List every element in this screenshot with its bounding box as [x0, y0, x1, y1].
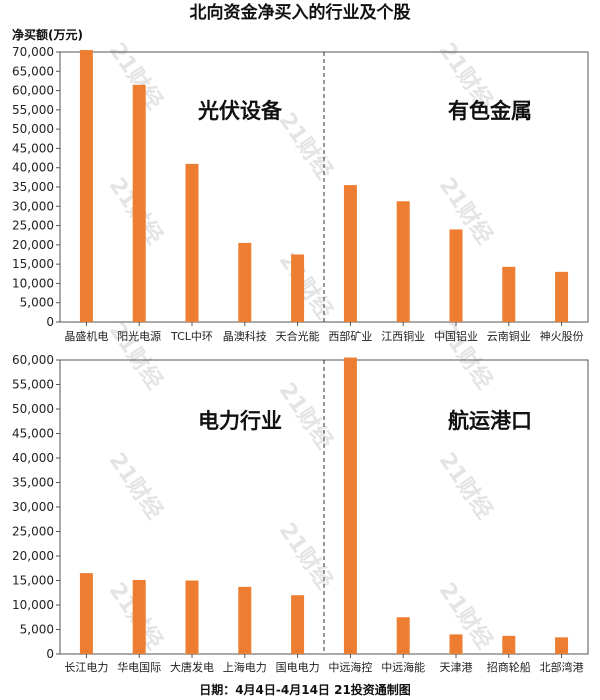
- watermark-text: 21财经: [274, 248, 338, 324]
- x-tick-label: 中国铝业: [434, 329, 478, 343]
- bar: [449, 634, 463, 654]
- watermark-text: 21财经: [274, 108, 338, 184]
- group-label: 航运港口: [448, 409, 532, 433]
- group-label: 光伏设备: [197, 99, 283, 123]
- x-tick-label: 西部矿业: [328, 329, 372, 343]
- y-unit-label: 净买额(万元): [12, 27, 83, 42]
- watermark-text: 21财经: [434, 173, 498, 249]
- bar: [502, 266, 516, 322]
- bar: [185, 163, 199, 322]
- x-tick-label: 上海电力: [223, 660, 267, 674]
- bar: [343, 357, 357, 654]
- y-tick-label: 25,000: [12, 219, 54, 233]
- x-tick-label: 神火股份: [540, 329, 584, 343]
- y-tick-label: 5,000: [20, 296, 54, 310]
- y-tick-label: 40,000: [12, 451, 54, 465]
- group-label: 有色金属: [448, 99, 532, 123]
- x-tick-label: 华电国际: [117, 660, 161, 674]
- y-tick-label: 30,000: [12, 199, 54, 213]
- y-tick-label: 60,000: [12, 84, 54, 98]
- bar: [449, 229, 463, 322]
- group-label: 电力行业: [198, 409, 282, 433]
- bar: [238, 586, 252, 654]
- y-tick-label: 0: [46, 647, 54, 661]
- y-tick-label: 20,000: [12, 238, 54, 252]
- y-tick-label: 10,000: [12, 276, 54, 290]
- x-tick-label: 长江电力: [64, 661, 108, 674]
- y-tick-label: 20,000: [12, 549, 54, 563]
- x-tick-label: 北部湾港: [540, 660, 584, 674]
- y-tick-label: 70,000: [12, 45, 54, 59]
- y-tick-label: 40,000: [12, 161, 54, 175]
- y-tick-label: 10,000: [12, 598, 54, 612]
- x-tick-label: TCL中环: [170, 330, 213, 343]
- y-tick-label: 15,000: [12, 574, 54, 588]
- bar: [291, 595, 305, 654]
- y-tick-label: 45,000: [12, 141, 54, 155]
- bar: [291, 254, 305, 322]
- y-tick-label: 0: [46, 315, 54, 329]
- x-tick-label: 大唐发电: [170, 660, 214, 674]
- bar: [502, 635, 516, 654]
- chart-panel-2: 0 5,000 10,000 15,000 20,000 25,000 30,000 35,0…: [12, 353, 589, 674]
- bar: [185, 580, 199, 654]
- bar: [132, 580, 146, 654]
- watermark-text: 21财经: [434, 448, 498, 524]
- bar: [343, 185, 357, 322]
- watermark-text: 21财经: [434, 578, 498, 654]
- x-tick-label: 中远海控: [328, 660, 372, 674]
- footer-note: 日期：4月4日-4月14日 21投资通制图: [199, 682, 411, 697]
- y-tick-label: 15,000: [12, 257, 54, 271]
- y-tick-label: 65,000: [12, 64, 54, 78]
- bar: [555, 637, 569, 654]
- watermark-layer: 21财经21财经21财经21财经21财经21财经21财经21财经21财经21财经…: [104, 38, 498, 654]
- y-tick-label: 35,000: [12, 180, 54, 194]
- y-tick-label: 60,000: [12, 353, 54, 367]
- y-tick-label: 55,000: [12, 378, 54, 392]
- bar: [132, 84, 146, 323]
- chart-panel-1: 0 5,000 10,000 15,000 20,000 25,000 30,000 35,0…: [12, 45, 589, 343]
- charts-group: 0 5,000 10,000 15,000 20,000 25,000 30,000 35,0…: [12, 45, 589, 674]
- x-tick-label: 国电电力: [276, 661, 320, 674]
- x-tick-label: 晶澳科技: [223, 329, 267, 343]
- y-tick-label: 35,000: [12, 476, 54, 490]
- chart-title: 北向资金净买入的行业及个股: [190, 2, 411, 23]
- x-tick-label: 云南铜业: [487, 329, 531, 343]
- bar: [555, 271, 569, 322]
- bar: [396, 617, 410, 654]
- y-tick-label: 5,000: [20, 623, 54, 637]
- y-tick-label: 30,000: [12, 500, 54, 514]
- y-tick-label: 25,000: [12, 525, 54, 539]
- bar: [79, 573, 93, 654]
- x-tick-label: 招商轮船: [487, 660, 531, 674]
- bar: [396, 201, 410, 322]
- x-tick-label: 晶盛机电: [64, 329, 108, 343]
- y-tick-label: 50,000: [12, 402, 54, 416]
- watermark-text: 21财经: [274, 378, 338, 454]
- watermark-text: 21财经: [104, 448, 168, 524]
- x-tick-label: 天津港: [440, 661, 473, 674]
- y-tick-label: 50,000: [12, 122, 54, 136]
- x-tick-label: 中远海能: [381, 660, 425, 674]
- x-tick-label: 天合光能: [276, 329, 320, 343]
- x-tick-label: 阳光电源: [117, 329, 161, 343]
- y-tick-label: 45,000: [12, 427, 54, 441]
- x-tick-label: 江西铜业: [381, 329, 425, 343]
- watermark-text: 21财经: [274, 518, 338, 594]
- y-tick-label: 55,000: [12, 103, 54, 117]
- bar: [238, 242, 252, 322]
- bar: [79, 50, 93, 322]
